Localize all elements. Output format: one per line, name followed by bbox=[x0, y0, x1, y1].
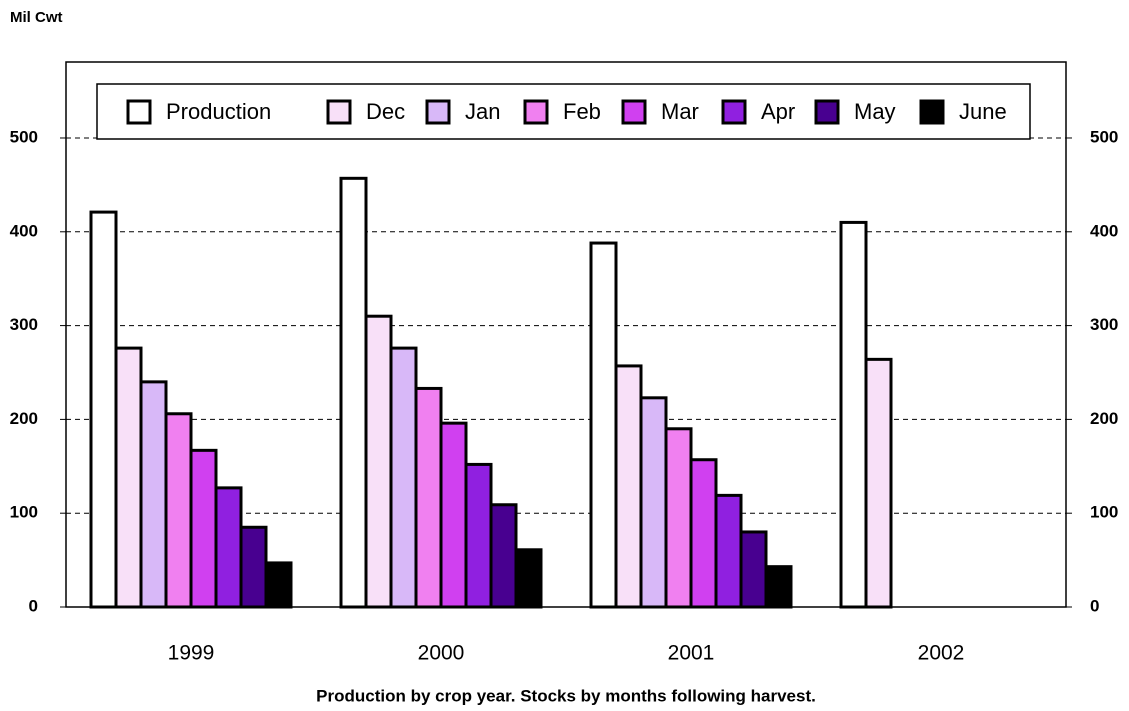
legend-label: Production bbox=[166, 99, 271, 124]
y-tick-label: 400 bbox=[10, 221, 38, 240]
bar bbox=[389, 346, 418, 609]
bar bbox=[439, 421, 468, 609]
y-tick-label: 0 bbox=[29, 596, 38, 615]
y2-tick-label: 100 bbox=[1090, 503, 1118, 522]
bar bbox=[489, 503, 518, 609]
y-tick-label: 500 bbox=[10, 127, 38, 146]
x-tick-label: 1999 bbox=[168, 642, 215, 665]
bar bbox=[114, 346, 143, 609]
legend-swatch bbox=[326, 99, 352, 125]
y2-tick-label: 300 bbox=[1090, 315, 1118, 334]
y2-tick-label: 0 bbox=[1090, 596, 1099, 615]
bar bbox=[639, 396, 668, 609]
bar bbox=[414, 386, 443, 609]
x-tick-label: 2002 bbox=[918, 642, 965, 665]
bar bbox=[139, 380, 168, 609]
legend-swatch bbox=[425, 99, 451, 125]
legend-label: Mar bbox=[661, 99, 699, 124]
bar bbox=[764, 565, 793, 609]
legend-label: Dec bbox=[366, 99, 405, 124]
legend-label: Feb bbox=[563, 99, 601, 124]
bar bbox=[864, 357, 893, 609]
legend-swatch bbox=[523, 99, 549, 125]
bar bbox=[739, 530, 768, 609]
legend-swatch bbox=[814, 99, 840, 125]
bar bbox=[339, 176, 368, 609]
bar bbox=[89, 210, 118, 609]
bar bbox=[614, 364, 643, 609]
footnote: Production by crop year. Stocks by month… bbox=[316, 686, 816, 705]
x-tick-label: 2001 bbox=[668, 642, 715, 665]
legend-swatch bbox=[126, 99, 152, 125]
bar bbox=[664, 427, 693, 609]
y2-tick-label: 500 bbox=[1090, 127, 1118, 146]
bar bbox=[214, 486, 243, 609]
y2-tick-label: 400 bbox=[1090, 221, 1118, 240]
bar bbox=[189, 448, 218, 609]
legend-label: Jan bbox=[465, 99, 500, 124]
legend-label: May bbox=[854, 99, 896, 124]
y-tick-label: 100 bbox=[10, 503, 38, 522]
x-tick-label: 2000 bbox=[418, 642, 465, 665]
bar bbox=[164, 412, 193, 609]
legend-swatch bbox=[621, 99, 647, 125]
bar bbox=[839, 220, 868, 609]
y2-tick-label: 200 bbox=[1090, 409, 1118, 428]
legend-label: June bbox=[959, 99, 1007, 124]
y-tick-label: 300 bbox=[10, 315, 38, 334]
bar bbox=[264, 561, 293, 609]
bar bbox=[589, 241, 618, 609]
legend-box bbox=[96, 83, 1031, 140]
legend-swatch bbox=[721, 99, 747, 125]
legend-swatch bbox=[919, 99, 945, 125]
bar bbox=[514, 548, 543, 609]
bar bbox=[714, 493, 743, 609]
y-tick-label: 200 bbox=[10, 409, 38, 428]
bar bbox=[464, 462, 493, 609]
legend-label: Apr bbox=[761, 99, 795, 124]
y-axis-label: Mil Cwt bbox=[10, 9, 63, 26]
bar bbox=[689, 458, 718, 609]
bar bbox=[364, 314, 393, 609]
bar bbox=[239, 525, 268, 609]
